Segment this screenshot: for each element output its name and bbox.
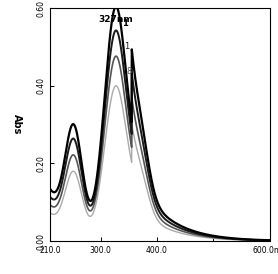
Y-axis label: Abs: Abs (12, 115, 22, 135)
Text: 327nm: 327nm (98, 15, 133, 24)
Text: 8: 8 (126, 67, 131, 76)
Text: 1: 1 (124, 42, 130, 51)
Text: 1: 1 (122, 19, 128, 28)
